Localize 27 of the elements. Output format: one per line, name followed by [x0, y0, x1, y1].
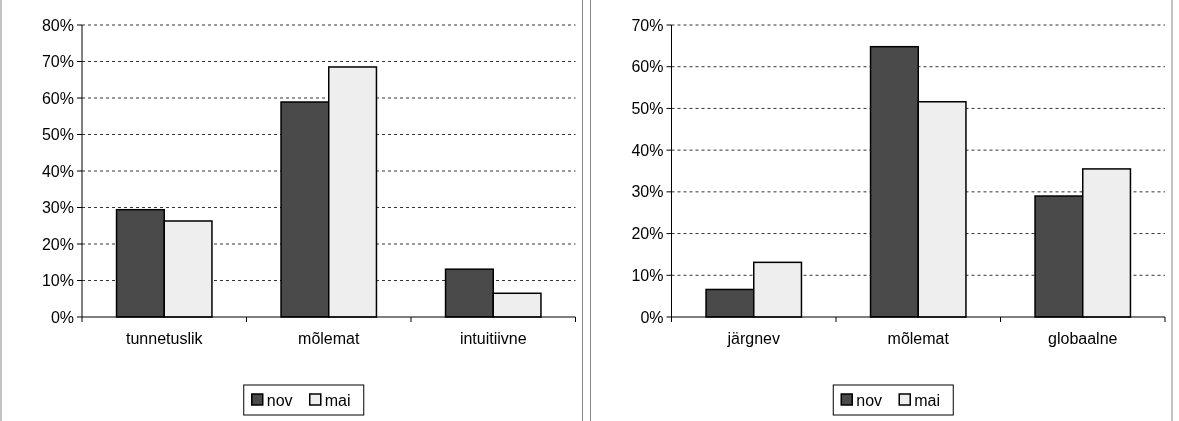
y-tick-label: 0% [50, 308, 74, 326]
y-tick-label: 40% [41, 162, 74, 180]
y-tick-label: 30% [41, 199, 74, 217]
y-tick-label: 30% [631, 183, 664, 201]
x-tick-label: mõlemat [887, 330, 950, 347]
y-tick-label: 50% [41, 126, 74, 144]
y-tick-label: 50% [631, 100, 664, 118]
y-tick-label: 10% [41, 272, 74, 290]
x-tick-label: tunnetuslik [126, 330, 204, 347]
y-tick-label: 70% [631, 16, 664, 34]
legend-label: nov [266, 391, 293, 409]
y-tick-label: 20% [41, 235, 74, 253]
y-tick-label: 70% [41, 53, 74, 71]
legend-label: nov [856, 391, 883, 409]
y-tick-label: 10% [631, 266, 664, 284]
y-tick-label: 40% [631, 141, 664, 159]
legend-label: mai [324, 391, 351, 409]
x-tick-label: mõlemat [298, 330, 360, 347]
x-tick-label: intuitiivne [459, 330, 527, 347]
legend-label: mai [914, 391, 941, 409]
y-tick-label: 80% [41, 16, 74, 34]
y-tick-label: 0% [640, 308, 664, 326]
y-tick-label: 60% [41, 89, 74, 107]
x-tick-label: globaalne [1048, 330, 1118, 347]
x-tick-label: järgnev [726, 330, 780, 347]
y-tick-label: 60% [631, 58, 664, 76]
y-tick-label: 20% [631, 225, 664, 243]
